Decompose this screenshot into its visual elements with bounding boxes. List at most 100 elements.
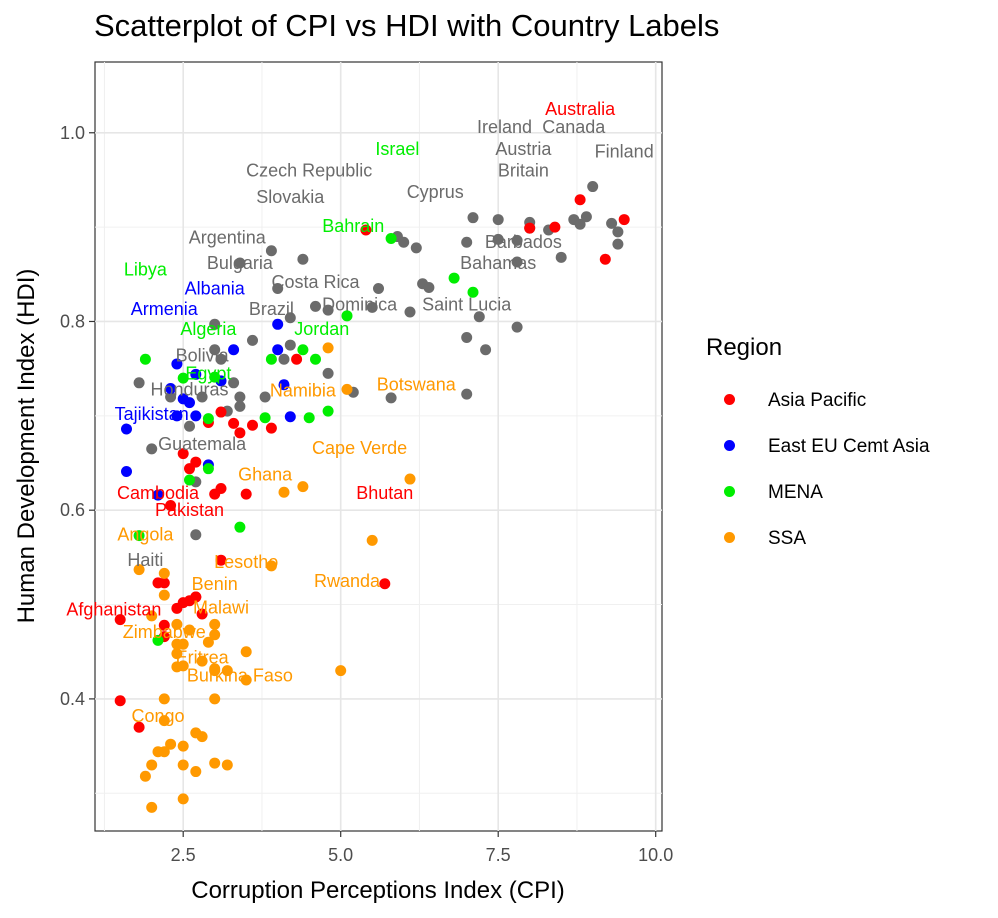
country-label: Brazil [249,299,294,319]
country-label: Bolivia [176,345,230,365]
data-point [580,211,592,223]
data-point [385,392,397,404]
data-point [196,655,208,667]
data-point [240,488,252,500]
data-point [146,610,158,622]
country-label: Cambodia [117,483,200,503]
country-label: Guatemala [158,434,247,454]
y-tick-label: 1.0 [60,123,85,143]
data-point [221,665,233,677]
data-point [322,405,334,417]
chart-title: Scatterplot of CPI vs HDI with Country L… [94,8,720,43]
country-label: Namibia [270,380,337,400]
data-point [190,368,202,380]
country-label: Libya [124,260,168,280]
data-point [133,530,145,542]
legend-label: SSA [768,528,807,549]
data-point [410,242,422,254]
data-point [618,214,630,226]
data-point [322,342,334,354]
legend-label: East EU Cemt Asia [768,436,930,457]
x-axis-label: Corruption Perceptions Index (CPI) [191,877,565,904]
data-point [587,181,599,193]
data-point [297,253,309,265]
data-point [341,383,353,395]
data-point [247,419,258,431]
data-point [114,614,126,626]
country-label: Canada [542,117,606,137]
data-point [152,489,164,501]
data-point [114,695,126,707]
data-point [360,224,372,236]
data-point [215,554,227,566]
data-point [209,318,221,330]
x-tick-label: 2.5 [171,845,196,865]
data-point [121,423,132,435]
country-label: Rwanda [314,571,381,591]
data-point [574,194,586,206]
data-point [461,332,473,344]
country-label: Britain [498,161,549,181]
legend-key [706,432,740,462]
data-point [284,312,296,324]
x-tick-label: 5.0 [328,845,353,865]
country-label: Burkina Faso [187,665,293,685]
x-tick-label: 10.0 [638,845,673,865]
data-point [234,427,246,439]
country-label: Angola [117,525,174,545]
data-point [177,638,189,650]
country-label: Tajikistan [115,404,189,424]
data-point [184,397,195,409]
data-point [158,693,170,705]
legend: Region Asia Pacific East EU Cemt Asia MENA… [706,334,930,562]
country-label: Costa Rica [271,272,360,292]
data-point [234,391,246,403]
data-point [524,222,536,234]
country-label: Czech Republic [246,161,372,181]
data-point [177,793,189,805]
data-point [228,344,240,356]
country-label: Finland [595,142,654,162]
data-point [190,766,202,778]
data-point [272,318,284,330]
legend-title: Region [706,334,783,361]
data-point [152,634,164,646]
data-point [259,412,271,424]
data-point [184,474,195,486]
data-point [606,217,618,229]
country-label: Bahamas [460,253,536,273]
data-point [209,663,221,675]
data-point [240,646,252,658]
legend-item: MENA [706,470,930,516]
data-point [265,560,277,572]
data-point [366,534,378,546]
data-point [511,321,523,333]
data-point [158,589,170,601]
legend-item: Asia Pacific [706,378,930,424]
data-point [209,371,221,383]
country-label: Slovakia [256,187,325,207]
data-point [272,282,284,294]
x-axis: 2.5 5.0 7.5 10.0 [171,831,673,865]
country-label: Armenia [131,299,199,319]
data-point [240,674,252,686]
data-point [335,665,347,677]
data-point [158,567,170,579]
legend-label: MENA [768,482,823,503]
data-point [221,759,233,771]
data-point [278,379,290,391]
legend-key [706,386,740,416]
country-label: Ireland [477,117,532,137]
data-point [265,353,277,365]
data-point [184,420,195,432]
country-label: Bhutan [356,483,413,503]
country-label: Botswana [377,375,457,395]
data-point [196,391,208,403]
data-point [158,746,170,758]
legend-items: Asia Pacific East EU Cemt Asia MENA SSA [706,378,930,562]
data-point [215,406,227,418]
data-point [272,344,284,356]
data-point [297,481,309,493]
data-point [202,413,214,425]
